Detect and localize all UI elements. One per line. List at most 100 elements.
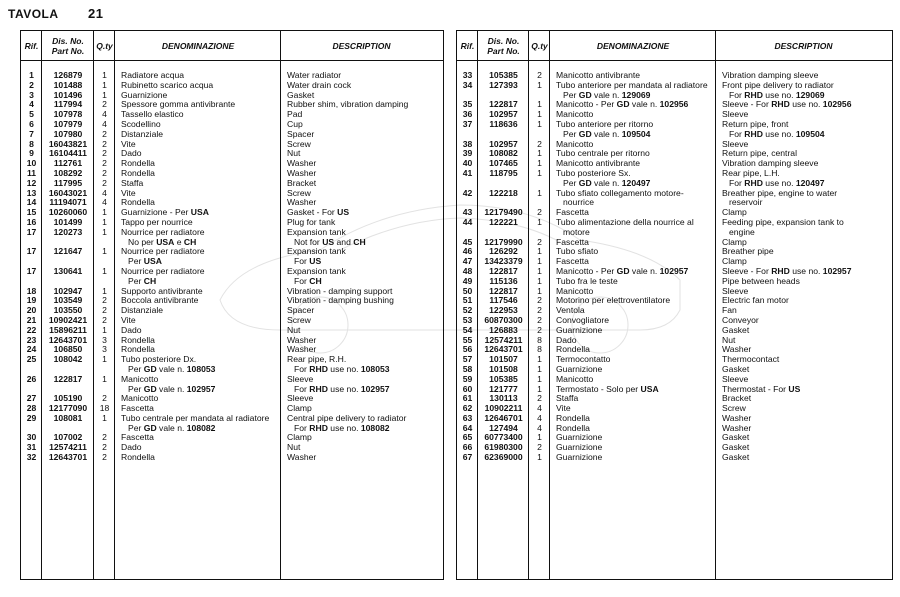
table-row: 67 62369000 1 Guarnizione Gasket: [457, 452, 892, 463]
denominazione: Guarnizione: [550, 442, 716, 453]
description-line: Water drain cock: [287, 79, 352, 90]
ref-number: 18: [26, 285, 37, 296]
description-line: Cup: [287, 118, 303, 129]
table-row: 60 121777 1 Termostato - Solo per USA Thermo…: [457, 383, 892, 395]
part-number: 117995: [53, 177, 83, 188]
ref-number: 50: [462, 285, 473, 296]
header-qty: Q.ty: [531, 40, 548, 51]
part-number: 122817: [53, 373, 83, 384]
table-row: 16 101499 1 Tappo per nourrice Plug for tank: [21, 216, 443, 228]
part-number: 130113: [489, 393, 518, 404]
quantity: 4: [102, 187, 107, 198]
table-row: 11 108292 2 Rondella Washer: [21, 168, 443, 179]
part-number: 121777: [489, 383, 518, 394]
quantity: 1: [537, 187, 542, 198]
table-row: 15 10260060 1 Guarnizione - Per USA Gasket -…: [21, 207, 443, 218]
description-line: Washer: [722, 422, 752, 433]
description-line: Vibration - damping support: [287, 285, 393, 296]
quantity: 2: [102, 432, 107, 443]
bold-text: USA: [190, 207, 209, 218]
denominazione: Guarnizione: [550, 324, 716, 336]
quantity: 2: [537, 393, 542, 404]
description-line: Pad: [287, 109, 303, 120]
ref-number: 33: [462, 70, 473, 80]
description: Central pipe delivery to radiator For RHD…: [281, 413, 442, 434]
description: Screw: [281, 315, 442, 326]
denominazione: Vite: [115, 315, 281, 326]
quantity: 2: [102, 128, 107, 139]
part-number: 105385: [489, 70, 518, 80]
ref-number: 32: [26, 452, 37, 463]
denominazione-line: motore: [563, 226, 590, 237]
part-number: 12574211: [484, 334, 523, 345]
denominazione: Ventola: [550, 305, 716, 316]
page-title: TAVOLA 21: [8, 6, 103, 21]
bold-text: USA: [156, 236, 175, 247]
description: Washer: [281, 168, 442, 179]
denominazione-line: Manicotto - Per GD vale n. 102957: [556, 265, 689, 276]
part-number: 120273: [53, 226, 83, 237]
table-row: 23 12643701 3 Rondella Washer: [21, 335, 443, 346]
description: Spacer: [281, 305, 442, 316]
denominazione-line: Manicotto: [556, 373, 594, 384]
denominazione-line: No per USA e CH: [128, 236, 197, 247]
part-number: 15896211: [49, 324, 87, 335]
description: Expansion tank Not for US and CH: [281, 227, 442, 248]
ref-number: 24: [26, 344, 37, 355]
table-row: 3 101496 1 Guarnizione Gasket: [21, 89, 443, 101]
part-number: 108082: [489, 148, 518, 159]
ref-number: 57: [462, 354, 473, 365]
ref-number: 52: [462, 305, 473, 316]
part-number: 101496: [53, 89, 83, 100]
ref-number: 63: [462, 412, 473, 423]
description: Gasket: [716, 452, 891, 463]
denominazione-line: Per GD vale n. 129069: [563, 89, 651, 100]
denominazione: Fascetta: [115, 433, 281, 443]
denominazione-line: Fascetta: [121, 403, 154, 414]
description-line: Expansion tank: [287, 265, 346, 276]
description-line: For RHD use no. 109504: [729, 128, 825, 139]
denominazione-line: Guarnizione: [556, 363, 603, 374]
table-row: 48 122817 1 Manicotto - Per GD vale n. 1029…: [457, 265, 892, 277]
part-number: 12643701: [484, 344, 523, 355]
description: Vibration damping sleeve: [716, 70, 891, 81]
denominazione: Guarnizione: [115, 90, 281, 101]
part-number: 16043021: [48, 187, 88, 198]
quantity: 1: [537, 354, 542, 365]
denominazione-line: Guarnizione: [556, 452, 603, 463]
description: Conveyor: [716, 315, 891, 326]
denominazione-line: Per USA: [128, 256, 162, 267]
ref-number: 56: [462, 344, 473, 355]
ref-number: 43: [462, 207, 473, 218]
denominazione: Tubo anteriore per ritorno Per GD vale n.…: [550, 119, 716, 140]
bold-text: 120497: [795, 177, 825, 188]
denominazione-line: Rondella: [121, 158, 155, 169]
description: Gasket: [716, 442, 891, 453]
quantity: 2: [537, 295, 542, 306]
bold-text: GD: [143, 422, 157, 433]
table-row: 51 117546 2 Motorino per elettroventilatore…: [457, 296, 892, 306]
quantity: 1: [102, 70, 107, 80]
bold-text: GD: [578, 128, 592, 139]
denominazione: Manicotto antivibrante: [550, 70, 716, 81]
denominazione-line: Guarnizione: [556, 324, 603, 335]
part-number: 117546: [489, 295, 518, 306]
table-row: 45 12179990 2 Fascetta Clamp: [457, 237, 892, 248]
denominazione: Rondella: [115, 335, 281, 346]
description: Thermostat - For US: [716, 384, 891, 395]
denominazione: Fascetta: [550, 256, 716, 267]
denominazione-line: Dado: [121, 324, 142, 335]
denominazione: Boccola antivibrante: [115, 296, 281, 306]
description-line: Plug for tank: [287, 216, 336, 227]
part-number: 122953: [489, 305, 518, 316]
denominazione-line: Rubinetto scarico acqua: [121, 79, 214, 90]
bold-text: 102957: [659, 265, 689, 276]
denominazione: Manicotto antivibrante: [550, 158, 716, 169]
table-row: 14 11194071 4 Rondella Washer: [21, 198, 443, 208]
table-row: 26 122817 1 Manicotto Per GD vale n. 102957 S…: [21, 373, 443, 395]
description: Nut: [281, 325, 442, 336]
ref-number: 59: [462, 373, 473, 384]
part-number: 118795: [489, 167, 518, 178]
quantity: 1: [102, 226, 107, 237]
description-line: For US: [294, 256, 322, 267]
